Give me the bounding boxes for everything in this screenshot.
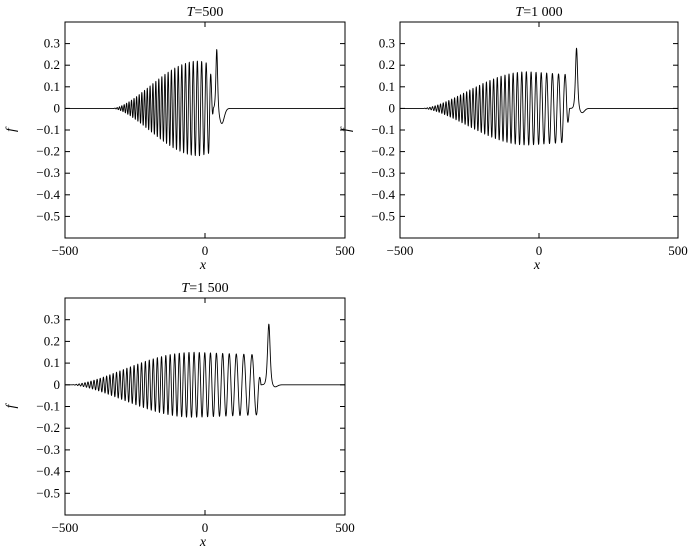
y-tick-label: −0.2	[36, 144, 60, 159]
x-tick-label: 0	[536, 243, 543, 258]
y-tick-label: −0.5	[36, 208, 60, 223]
y-tick-label: 0	[54, 100, 61, 115]
y-tick-label: 0	[389, 100, 396, 115]
y-axis-label: f	[4, 126, 19, 132]
x-axis-label: x	[199, 535, 207, 550]
y-tick-label: −0.2	[36, 420, 60, 435]
subplot-3: T=1 500 0.3 0.2 0.1 0 −0.1 −0.2 −0.3 −0.4 −0.5 −50…	[4, 281, 355, 550]
x-axis-label: x	[533, 258, 541, 273]
title-variable: T	[187, 5, 196, 20]
title-value: =500	[194, 5, 223, 20]
y-tick-label: −0.3	[36, 165, 60, 180]
x-tick-label: 500	[668, 243, 688, 258]
title-value: =1 000	[523, 5, 562, 20]
y-tick-label: −0.4	[36, 187, 60, 202]
x-tick-label: 0	[202, 243, 209, 258]
y-tick-label: −0.5	[36, 485, 60, 500]
x-tick-label: 500	[335, 243, 355, 258]
chart-title: T=500	[187, 5, 224, 20]
y-axis-label: f	[339, 126, 354, 132]
series-line	[64, 323, 346, 418]
title-variable: T	[181, 281, 190, 296]
title-variable: T	[515, 5, 524, 20]
y-tick-label: −0.4	[371, 187, 395, 202]
y-tick-label: −0.4	[36, 464, 60, 479]
y-tick-label: 0.3	[44, 312, 60, 327]
y-tick-label: 0.2	[379, 57, 395, 72]
y-tick-label: 0.2	[44, 333, 60, 348]
chart-title: T=1 000	[515, 5, 562, 20]
y-tick-label: −0.5	[371, 208, 395, 223]
y-tick-label: 0.3	[44, 36, 60, 51]
plot-frame	[64, 297, 346, 516]
title-value: =1 500	[189, 281, 228, 296]
y-tick-label: −0.2	[371, 144, 395, 159]
y-tick-label: 0.2	[44, 57, 60, 72]
x-tick-label: −500	[387, 243, 414, 258]
x-axis-label: x	[199, 258, 207, 273]
y-tick-label: −0.3	[371, 165, 395, 180]
x-tick-label: −500	[52, 243, 79, 258]
chart-title: T=1 500	[181, 281, 228, 296]
subplot-2: T=1 000 0.3 0.2 0.1 0 −0.1 −0.2 −0.3 −0.4 −0.5 −50…	[339, 5, 688, 273]
y-tick-label: 0.1	[379, 79, 395, 94]
y-tick-label: 0.1	[44, 355, 60, 370]
y-tick-label: −0.1	[36, 122, 60, 137]
y-tick-label: 0.1	[44, 79, 60, 94]
subplot-1: T=500 0.3 0.2 0.1 0 −0.1 −0.2 −0.3 −0.4 −0.5 −500 0…	[4, 5, 355, 273]
y-axis-label: f	[4, 402, 19, 408]
x-tick-label: 0	[202, 520, 209, 535]
y-tick-label: −0.1	[371, 122, 395, 137]
y-tick-label: −0.1	[36, 399, 60, 414]
y-tick-label: −0.3	[36, 442, 60, 457]
y-tick-label: 0.3	[379, 36, 395, 51]
series-line	[64, 49, 346, 157]
series-line	[399, 47, 679, 146]
x-tick-label: −500	[52, 520, 79, 535]
x-tick-label: 500	[335, 520, 355, 535]
y-tick-label: 0	[54, 377, 61, 392]
